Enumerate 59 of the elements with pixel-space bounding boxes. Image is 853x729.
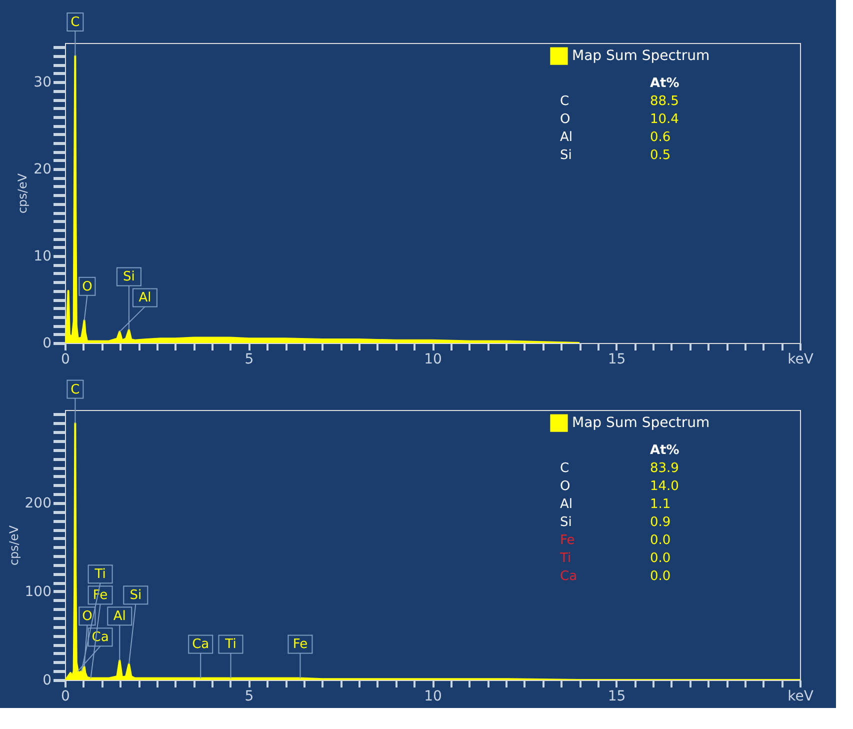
annotation: 83.9 bbox=[650, 461, 679, 476]
annotation: Si bbox=[123, 270, 135, 285]
annotation: Si bbox=[560, 515, 572, 530]
annotation: 0.6 bbox=[650, 130, 671, 145]
y-axis-title: cps/eV bbox=[6, 524, 21, 566]
y-tick-label: 20 bbox=[34, 162, 52, 178]
annotation: Al bbox=[560, 497, 573, 512]
y-tick-label: 0 bbox=[42, 336, 52, 352]
y-tick-label: 200 bbox=[24, 495, 52, 512]
legend-label: Map Sum Spectrum bbox=[572, 48, 710, 64]
annotation: 0.5 bbox=[650, 148, 671, 163]
annotation: At% bbox=[650, 443, 680, 458]
annotation: O bbox=[560, 479, 570, 494]
annotation: Fe bbox=[560, 533, 575, 548]
annotation: Ti bbox=[559, 551, 572, 566]
annotation: 0.0 bbox=[650, 569, 671, 584]
annotation: C bbox=[70, 382, 80, 398]
x-tick-label: keV bbox=[788, 688, 814, 704]
annotation: C bbox=[560, 461, 570, 476]
y-tick-label: 30 bbox=[34, 74, 52, 91]
annotation: 0.9 bbox=[650, 515, 671, 530]
annotation: O bbox=[82, 279, 92, 294]
x-tick-label: 15 bbox=[608, 352, 626, 368]
annotation: Fe bbox=[92, 588, 108, 604]
annotation: Ti bbox=[224, 637, 236, 652]
annotation: Si bbox=[560, 148, 572, 163]
annotation: Ca bbox=[92, 630, 109, 646]
annotation: Fe bbox=[292, 637, 308, 652]
annotation: O bbox=[560, 112, 570, 127]
annotation: Al bbox=[560, 130, 573, 145]
x-tick-label: 5 bbox=[244, 688, 254, 704]
annotation: 0.0 bbox=[650, 551, 671, 566]
y-axis-title: cps/eV bbox=[16, 172, 30, 214]
annotation: At% bbox=[650, 76, 680, 91]
y-tick-label: 0 bbox=[42, 672, 52, 688]
annotation: C bbox=[560, 94, 570, 109]
x-tick-label: 0 bbox=[61, 352, 70, 368]
annotation: Ti bbox=[94, 567, 106, 582]
annotation: Ca bbox=[192, 637, 210, 652]
x-tick-label: keV bbox=[788, 352, 814, 368]
annotation: Ca bbox=[560, 569, 578, 584]
annotation: 10.4 bbox=[650, 112, 679, 127]
y-tick-label: 100 bbox=[24, 584, 52, 600]
annotation: C bbox=[70, 15, 80, 30]
annotation: Al bbox=[138, 290, 152, 306]
annotation: 88.5 bbox=[650, 94, 679, 109]
legend-label: Map Sum Spectrum bbox=[572, 415, 710, 431]
annotation: Si bbox=[130, 588, 142, 604]
y-tick-label: 10 bbox=[34, 248, 52, 265]
annotation: Al bbox=[113, 609, 126, 624]
x-tick-label: 10 bbox=[424, 352, 442, 368]
x-tick-label: 15 bbox=[608, 688, 626, 704]
annotation: 0.0 bbox=[650, 533, 671, 548]
annotation: 14.0 bbox=[650, 479, 679, 494]
x-tick-label: 0 bbox=[61, 688, 70, 704]
annotation: O bbox=[82, 609, 92, 624]
x-tick-label: 5 bbox=[244, 352, 254, 368]
x-tick-label: 10 bbox=[424, 688, 442, 704]
annotation: 1.1 bbox=[650, 497, 671, 512]
